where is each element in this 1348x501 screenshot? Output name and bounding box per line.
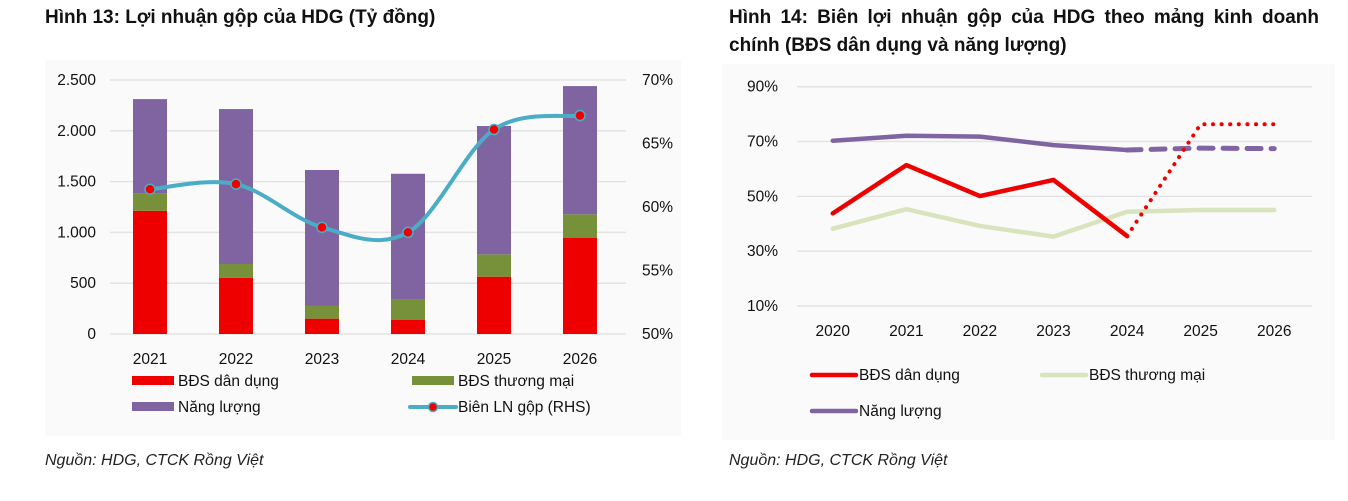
y-tick-label: 50%	[747, 188, 778, 205]
legend-marker	[427, 401, 439, 413]
margin-marker	[402, 226, 414, 239]
x-tick-label: 2023	[305, 351, 339, 368]
bar-bđs-thương-mại	[219, 263, 253, 278]
margin-line	[148, 113, 582, 243]
x-tick-label: 2021	[133, 351, 167, 368]
y-tick-label: 500	[70, 275, 96, 292]
x-tick-label: 2026	[1257, 323, 1291, 340]
x-tick-label: 2025	[1183, 323, 1217, 340]
y-tick-label: 90%	[747, 79, 778, 96]
legend-swatch	[412, 376, 454, 385]
margin-marker	[574, 109, 586, 122]
y-tick-label: 2.000	[57, 123, 96, 140]
y-tick-label: 1.000	[57, 224, 96, 241]
y-tick-label: 0	[87, 326, 96, 343]
figure-13-source: Nguồn: HDG, CTCK Rồng Việt	[45, 452, 264, 469]
x-tick-label: 2023	[1036, 323, 1070, 340]
x-tick-label: 2026	[563, 351, 597, 368]
forecast-line-năng-lượng	[1124, 145, 1277, 153]
legend-swatch	[132, 376, 174, 385]
y2-tick-label: 55%	[642, 263, 673, 280]
y2-tick-label: 65%	[642, 136, 673, 153]
x-tick-label: 2022	[963, 323, 997, 340]
bar-bđs-dân-dụng	[133, 210, 167, 334]
bar-năng-lượng	[563, 86, 597, 215]
bar-bđs-thương-mại	[133, 193, 167, 211]
figure-13-title: Hình 13: Lợi nhuận gộp của HDG (Tỷ đồng)	[45, 7, 436, 28]
y-tick-label: 1.500	[57, 174, 96, 191]
bar-năng-lượng	[477, 126, 511, 255]
line-bđs-thương-mại	[830, 206, 1277, 239]
margin-marker	[230, 178, 242, 190]
x-tick-label: 2024	[1110, 323, 1145, 340]
y-tick-label: 70%	[747, 134, 778, 151]
legend-swatch	[132, 402, 174, 411]
bar-năng-lượng	[305, 170, 339, 306]
figure-14-title: Hình 14: Biên lợi nhuận gộp của HDG theo…	[729, 7, 1319, 56]
x-tick-label: 2025	[477, 351, 511, 368]
figure-14-source: Nguồn: HDG, CTCK Rồng Việt	[729, 452, 948, 469]
x-tick-label: 2022	[219, 351, 253, 368]
margin-marker	[488, 123, 500, 136]
margin-marker	[144, 183, 156, 195]
legend-label: BĐS thương mại	[1089, 367, 1205, 384]
margin-marker	[316, 221, 328, 234]
bar-bđs-dân-dụng	[477, 276, 511, 334]
legend-label: BĐS thương mại	[458, 373, 574, 390]
bar-năng-lượng	[133, 99, 167, 194]
legend-label: Năng lượng	[859, 403, 942, 420]
bar-bđs-thương-mại	[563, 214, 597, 238]
bar-bđs-dân-dụng	[391, 319, 425, 334]
bar-bđs-dân-dụng	[305, 318, 339, 334]
line-năng-lượng	[830, 133, 1130, 153]
y-tick-label: 10%	[747, 298, 778, 315]
y-tick-label: 2.500	[57, 72, 96, 89]
legend-label: Năng lượng	[178, 399, 261, 416]
bar-bđs-thương-mại	[305, 305, 339, 319]
bar-bđs-dân-dụng	[219, 277, 253, 334]
x-tick-label: 2024	[391, 351, 426, 368]
y2-tick-label: 50%	[642, 326, 673, 343]
line-bđs-dân-dụng	[830, 162, 1130, 239]
legend-label: BĐS dân dụng	[178, 373, 279, 390]
legend-label: Biên LN gộp (RHS)	[458, 399, 591, 416]
x-tick-label: 2020	[816, 323, 851, 340]
y2-tick-label: 70%	[642, 72, 673, 89]
legend-label: BĐS dân dụng	[859, 367, 960, 384]
forecast-line-bđs-dân-dụng	[1125, 122, 1277, 239]
bar-bđs-dân-dụng	[563, 237, 597, 334]
gross-margin-chart-panel	[722, 64, 1335, 440]
x-tick-label: 2021	[889, 323, 923, 340]
y2-tick-label: 60%	[642, 199, 673, 216]
bar-bđs-thương-mại	[391, 299, 425, 320]
y-tick-label: 30%	[747, 243, 778, 260]
bar-bđs-thương-mại	[477, 254, 511, 277]
